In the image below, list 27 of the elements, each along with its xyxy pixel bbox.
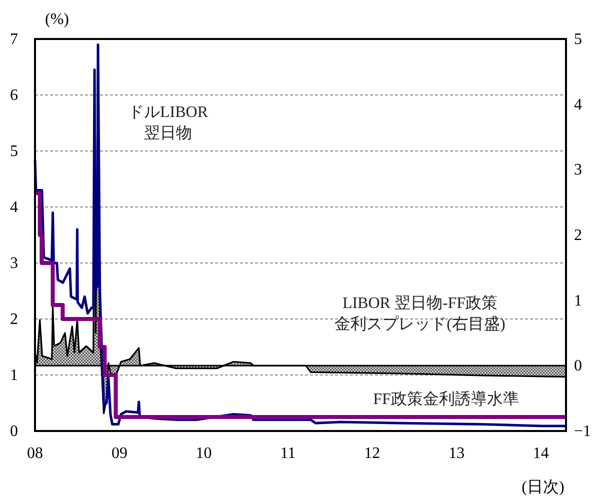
x-tick-label: 11 bbox=[280, 445, 296, 462]
x-tick-label: 14 bbox=[532, 445, 549, 462]
y2-tick-label: 0 bbox=[574, 358, 582, 375]
y-tick-label: 2 bbox=[10, 311, 18, 328]
y-tick-label: 1 bbox=[10, 367, 18, 384]
y2-tick-label: −1 bbox=[574, 423, 592, 440]
y-tick-label: 0 bbox=[10, 423, 18, 440]
x-axis-title: (日次) bbox=[522, 479, 564, 496]
y-axis-title: (%) bbox=[45, 11, 69, 28]
x-tick-label: 13 bbox=[448, 445, 465, 462]
y2-tick-label: 4 bbox=[574, 96, 582, 114]
x-tick-label: 08 bbox=[27, 445, 43, 462]
y-tick-label: 5 bbox=[10, 143, 18, 160]
y-tick-label: 3 bbox=[10, 255, 18, 272]
y2-tick-label: 2 bbox=[574, 227, 582, 244]
y2-tick-label: 1 bbox=[574, 292, 582, 310]
y2-tick-label: 5 bbox=[574, 31, 582, 48]
x-tick-label: 12 bbox=[364, 445, 380, 462]
series-label: FF政策金利誘導水準 bbox=[373, 390, 519, 408]
x-tick-label: 09 bbox=[111, 445, 128, 462]
x-tick-label: 10 bbox=[196, 445, 212, 462]
y-tick-label: 4 bbox=[10, 199, 18, 216]
y-tick-label: 6 bbox=[10, 87, 18, 104]
y2-tick-label: 3 bbox=[574, 162, 582, 179]
text: LIBOR 翌日物-FF政策金利スプレッド(右目盛) bbox=[334, 294, 506, 333]
y-tick-label: 7 bbox=[10, 31, 18, 48]
series-label: ドルLIBOR翌日物 bbox=[128, 104, 208, 142]
